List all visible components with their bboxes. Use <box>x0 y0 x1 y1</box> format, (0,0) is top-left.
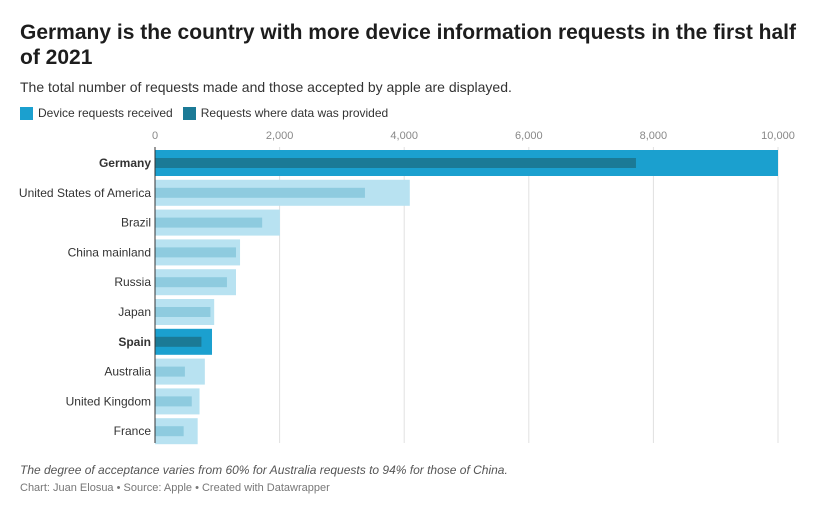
chart-credits: Chart: Juan Elosua • Source: Apple • Cre… <box>20 482 330 494</box>
bar-provided <box>155 277 227 288</box>
legend-label-received: Device requests received <box>38 106 173 120</box>
bar-provided <box>155 158 636 168</box>
category-label: France <box>114 424 152 438</box>
x-tick-label: 4,000 <box>390 130 418 142</box>
bar-provided <box>155 336 202 347</box>
bar-provided <box>155 187 365 198</box>
bar-provided <box>155 396 192 407</box>
bar-provided <box>155 426 184 437</box>
category-label: China mainland <box>68 245 151 259</box>
bar-provided <box>155 366 185 377</box>
bar-provided <box>155 307 211 317</box>
bar-chart: 0 2,000 4,000 6,000 8,000 10,000 Germany United… <box>19 130 795 445</box>
x-tick-label: 8,000 <box>640 130 668 142</box>
bar-provided <box>155 217 263 228</box>
x-tick-label: 2,000 <box>266 130 294 142</box>
x-tick-label: 0 <box>152 130 158 142</box>
bar-provided <box>155 247 236 258</box>
category-label: Germany <box>99 156 151 170</box>
x-tick-label: 10,000 <box>761 130 795 142</box>
x-tick-label: 6,000 <box>515 130 543 142</box>
chart-note: The degree of acceptance varies from 60%… <box>20 463 508 477</box>
chart-title: Germany is the country with more device … <box>20 21 796 69</box>
legend-swatch-received <box>20 106 33 120</box>
legend: Device requests received Requests where … <box>20 106 398 120</box>
category-label: United States of America <box>19 186 151 200</box>
legend-item-received: Device requests received <box>20 106 173 120</box>
category-label: Australia <box>104 365 151 379</box>
category-label: United Kingdom <box>66 394 151 408</box>
legend-swatch-provided <box>182 106 196 120</box>
category-label: Russia <box>114 275 151 289</box>
category-label: Brazil <box>121 216 151 230</box>
category-label: Japan <box>118 305 151 319</box>
chart-subtitle: The total number of requests made and th… <box>20 79 512 95</box>
legend-label-provided: Requests where data was provided <box>200 106 389 120</box>
legend-item-provided: Requests where data was provided <box>182 106 389 120</box>
category-label: Spain <box>118 335 151 349</box>
